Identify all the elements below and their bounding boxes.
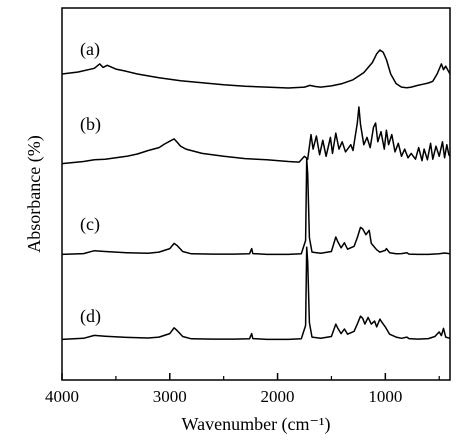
panel-label-layer: (a) (b) (c) (d): [80, 39, 101, 327]
series-label-b: (b): [80, 114, 101, 135]
y-axis-title: Absorbance (%): [24, 135, 45, 252]
spectrum-line-a: [61, 49, 451, 89]
series-label-c: (c): [80, 214, 100, 235]
x-tick-label: 3000: [153, 387, 187, 406]
x-tick-label: 2000: [261, 387, 295, 406]
spectrum-line-b: [61, 106, 451, 165]
x-tick-layer: 4000 3000 2000 1000: [45, 373, 440, 406]
plot-frame: [61, 7, 451, 381]
series-label-d: (d): [80, 306, 101, 327]
x-axis-title: Wavenumber (cm⁻¹): [182, 414, 331, 435]
series-label-a: (a): [80, 39, 100, 60]
x-tick-label: 1000: [368, 387, 402, 406]
series-layer: [61, 49, 451, 341]
x-tick-label: 4000: [45, 387, 79, 406]
spectrum-line-d: [61, 246, 451, 341]
spectrum-line-c: [61, 158, 451, 256]
